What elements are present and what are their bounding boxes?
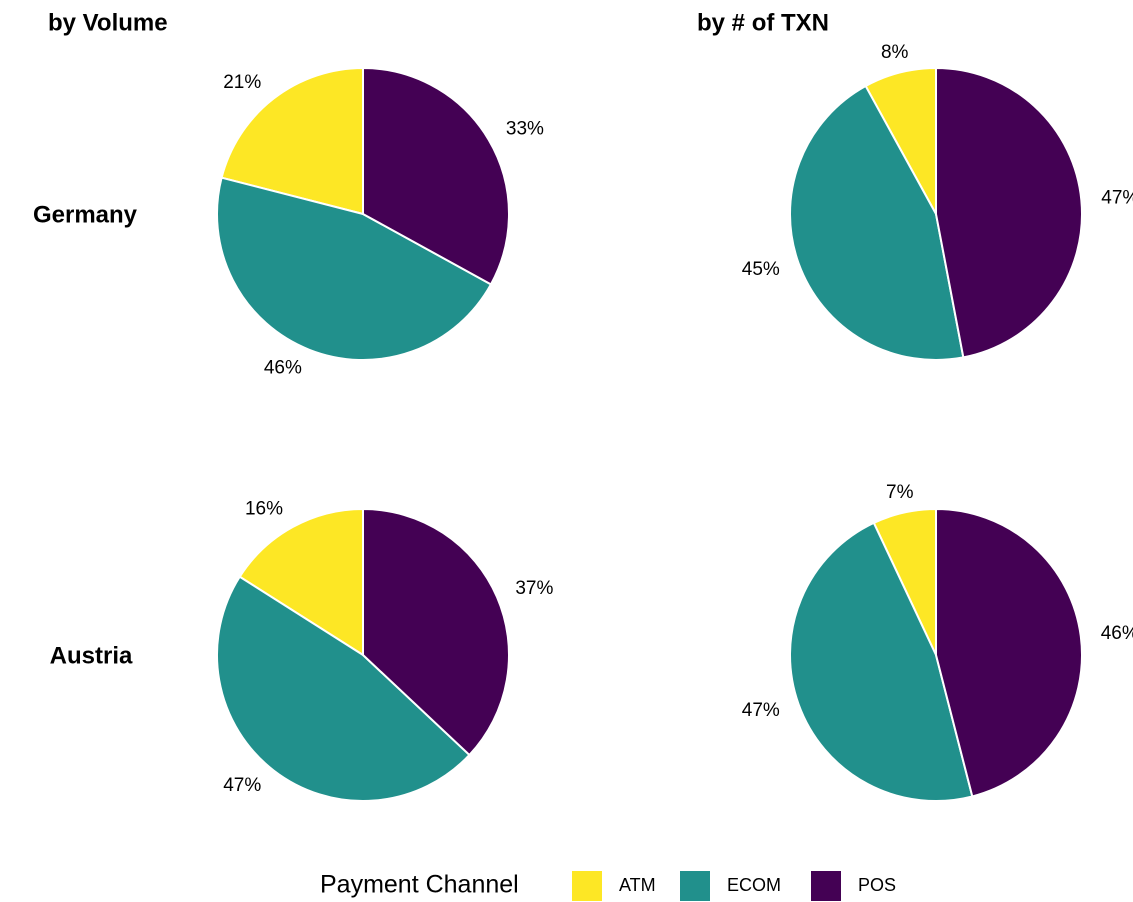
slice-label: 8% <box>881 42 909 63</box>
slice-label: 33% <box>506 119 544 140</box>
pie-slice <box>789 84 965 361</box>
pie-slice <box>789 521 974 802</box>
pie-slice <box>935 507 1083 798</box>
slice-label: 45% <box>742 259 780 280</box>
slice-label: 7% <box>886 482 914 503</box>
slice-label: 47% <box>742 700 780 721</box>
pie-slice <box>216 176 493 361</box>
legend-label: POS <box>858 875 896 895</box>
column-title: by # of TXN <box>697 9 829 36</box>
pie-slice <box>935 66 1083 359</box>
pie-slice <box>238 507 364 657</box>
legend-swatch <box>811 871 841 901</box>
pie-slice <box>362 507 510 757</box>
slice-label: 47% <box>223 775 261 796</box>
row-label: Germany <box>33 201 138 228</box>
legend-title: Payment Channel <box>320 871 519 899</box>
slice-label: 46% <box>1101 623 1133 644</box>
slice-label: 37% <box>515 578 553 599</box>
slice-label: 46% <box>264 357 302 378</box>
legend-swatch <box>572 871 602 901</box>
legend-swatch <box>680 871 710 901</box>
legend-label: ECOM <box>727 875 781 895</box>
row-label: Austria <box>50 642 133 669</box>
slice-label: 16% <box>245 499 283 520</box>
column-title: by Volume <box>48 9 168 36</box>
pie-slice <box>362 66 510 286</box>
legend-label: ATM <box>619 875 656 895</box>
slice-label: 47% <box>1101 187 1133 208</box>
slice-label: 21% <box>223 72 261 93</box>
pie-slice <box>220 66 364 216</box>
pie-slice <box>216 575 471 802</box>
